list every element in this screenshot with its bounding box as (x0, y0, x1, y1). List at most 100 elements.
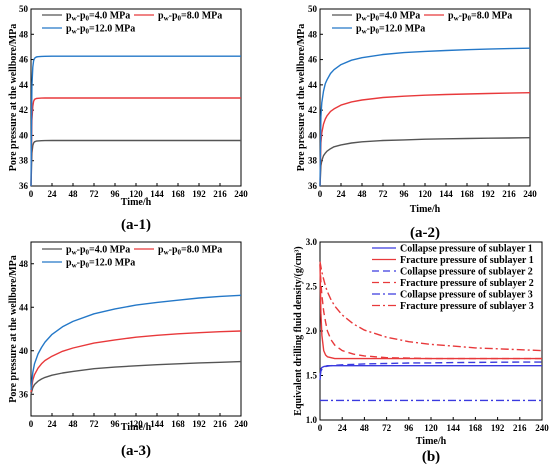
x-tick-label: 96 (111, 189, 121, 199)
legend-label-part: =12.0 MPa (379, 24, 425, 35)
legend-label-part: -p (367, 24, 376, 35)
panel-label: (a-1) (121, 217, 151, 233)
legend-label-part: w (72, 249, 78, 257)
y-tick-label: 44 (19, 80, 29, 90)
legend-label-part: p (66, 24, 72, 35)
x-tick-label: 24 (338, 423, 348, 433)
x-tick-label: 144 (150, 419, 164, 429)
x-tick-label: 48 (69, 189, 79, 199)
x-tick-label: 72 (90, 189, 100, 199)
y-tick-label: 1.5 (306, 371, 318, 381)
y-axis-label: Pore pressure at the wellbore/MPa (8, 255, 19, 403)
legend-label: pw-p0=12.0 MPa (66, 258, 135, 270)
legend-label-part: -p (459, 11, 468, 22)
legend-label-part: -p (77, 245, 86, 256)
chart-panel-1: 0 24 48 72 96 120 144 168 192 216 240 36 38 40 42 44 46 4… (8, 4, 248, 233)
legend-label-part: -p (367, 11, 376, 22)
y-tick-label: 44 (308, 80, 318, 90)
x-tick-label: 168 (171, 419, 185, 429)
series-line-1 (319, 137, 531, 187)
x-tick-label: 168 (469, 423, 483, 433)
series-line-2 (30, 330, 242, 393)
legend-label-part: p (448, 11, 454, 22)
legend-label: pw-p0=8.0 MPa (158, 11, 222, 23)
legend-label-part: 0 (178, 249, 182, 257)
legend-label-part: 0 (376, 28, 380, 36)
y-tick-label: 40 (19, 346, 29, 356)
x-tick-label: 48 (358, 189, 368, 199)
legend-label-part: p (356, 24, 362, 35)
legend-label-part: p (356, 11, 362, 22)
x-tick-label: 96 (400, 189, 410, 199)
legend-label-part: w (362, 15, 368, 23)
x-tick-label: 192 (491, 423, 505, 433)
x-tick-label: 48 (360, 423, 370, 433)
legend-label-part: w (454, 15, 460, 23)
legend-label-part: w (164, 15, 170, 23)
x-axis-label: Time/h (416, 436, 447, 447)
panel-label: (a-3) (121, 443, 151, 459)
x-tick-label: 240 (234, 419, 248, 429)
legend-label-part: =4.0 MPa (89, 11, 130, 22)
plot-frame (30, 241, 242, 417)
legend-label: pw-p0=4.0 MPa (66, 11, 130, 23)
legend-label-part: =8.0 MPa (181, 11, 222, 22)
x-axis-label: Time/h (121, 197, 152, 208)
x-axis-label: Time/h (410, 204, 441, 215)
x-tick-label: 0 (318, 189, 323, 199)
x-tick-label: 0 (29, 189, 34, 199)
legend-label-part: =4.0 MPa (379, 11, 420, 22)
legend-label: Collapse pressure of sublayer 2 (400, 267, 533, 278)
x-tick-label: 192 (481, 189, 495, 199)
y-tick-label: 42 (19, 105, 29, 115)
x-tick-label: 72 (379, 189, 389, 199)
y-tick-label: 3.0 (306, 237, 318, 247)
x-tick-label: 120 (129, 189, 143, 199)
legend-label: pw-p0=4.0 MPa (356, 11, 420, 23)
legend-label: pw-p0=12.0 MPa (356, 24, 425, 36)
x-tick-label: 216 (213, 189, 227, 199)
y-tick-label: 2.0 (306, 326, 318, 336)
y-tick-label: 36 (19, 389, 29, 399)
x-tick-label: 72 (382, 423, 392, 433)
x-tick-label: 96 (111, 419, 121, 429)
x-tick-label: 120 (424, 423, 438, 433)
x-tick-label: 216 (502, 189, 516, 199)
legend-label-part: 0 (376, 15, 380, 23)
series-line-2 (319, 92, 531, 187)
series-line-1 (30, 139, 241, 187)
legend-label-part: -p (169, 11, 178, 22)
y-axis-label: Pore pressure at the wellbore/MPa (296, 24, 307, 172)
x-tick-label: 72 (90, 419, 100, 429)
y-tick-label: 40 (308, 130, 318, 140)
y-tick-label: 1.0 (306, 415, 318, 425)
legend-label-part: p (66, 258, 72, 269)
y-tick-label: 2.5 (306, 282, 318, 292)
y-tick-label: 40 (19, 130, 29, 140)
legend-label: pw-p0=4.0 MPa (66, 245, 130, 257)
chart-panel-2: 0 24 48 72 96 120 144 168 192 216 240 36 38 40 42 44 46 4… (296, 4, 537, 241)
legend-label-part: p (66, 11, 72, 22)
x-tick-label: 120 (418, 189, 432, 199)
legend-label-part: p (66, 245, 72, 256)
chart-panel-4: 0 24 48 72 96 120 144 168 192 216 240 1.0 1.5 2.0 2.5 3… (293, 237, 549, 465)
y-axis-label: Equivalent drilling fluid density/(g/cm³… (293, 246, 304, 415)
x-tick-label: 48 (69, 419, 79, 429)
x-axis-label: Time/h (121, 422, 152, 433)
x-tick-label: 0 (318, 423, 323, 433)
legend-label-part: 0 (86, 28, 90, 36)
legend-label-part: w (164, 249, 170, 257)
legend-label: Fracture pressure of sublayer 3 (400, 301, 534, 312)
x-tick-label: 96 (404, 423, 414, 433)
y-tick-label: 44 (19, 302, 29, 312)
series-line-4 (319, 264, 542, 360)
legend-label-part: w (362, 28, 368, 36)
y-tick-label: 46 (308, 55, 318, 65)
legend-label-part: 0 (178, 15, 182, 23)
legend-label: pw-p0=8.0 MPa (448, 11, 512, 23)
series-line-1 (30, 360, 242, 395)
legend-label-part: =12.0 MPa (89, 24, 135, 35)
